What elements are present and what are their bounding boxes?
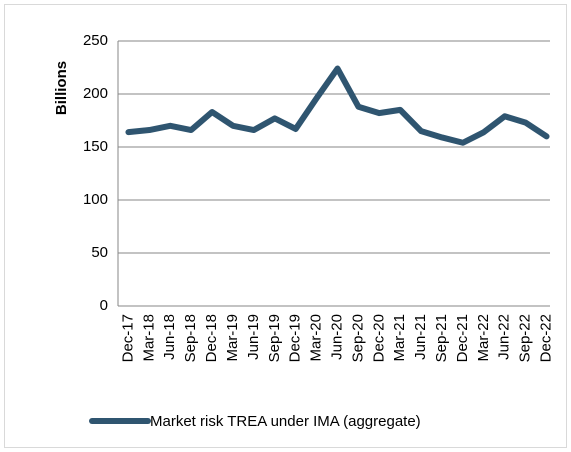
x-tick-label: Jun-21: [412, 314, 429, 360]
y-tick-label: 0: [100, 297, 108, 314]
series-line: [125, 65, 550, 146]
x-tick-label: Dec-17: [119, 314, 136, 362]
x-tick-label: Jun-22: [496, 314, 513, 360]
x-tick-label: Mar-22: [475, 314, 492, 362]
x-tick-label: Mar-19: [224, 314, 241, 362]
y-tick-label: 50: [91, 244, 108, 261]
x-tick-label: Jun-18: [161, 314, 178, 360]
x-tick-label: Jun-19: [245, 314, 262, 360]
y-tick-label: 250: [83, 32, 108, 49]
chart-border: [4, 4, 567, 448]
x-tick-label: Dec-21: [454, 314, 471, 362]
legend-label: Market risk TREA under IMA (aggregate): [150, 413, 421, 430]
x-tick-label: Jun-20: [328, 314, 345, 360]
x-tick-label: Mar-20: [308, 314, 325, 362]
y-tick-label: 100: [83, 191, 108, 208]
x-tick-label: Dec-22: [538, 314, 555, 362]
x-tick-label: Sep-20: [349, 314, 366, 362]
x-tick-label: Mar-21: [391, 314, 408, 362]
x-tick-label: Sep-22: [517, 314, 534, 362]
x-tick-label: Dec-20: [370, 314, 387, 362]
x-tick-label: Sep-19: [266, 314, 283, 362]
x-tick-label: Dec-19: [287, 314, 304, 362]
x-tick-label: Sep-18: [182, 314, 199, 362]
x-tick-label: Dec-18: [203, 314, 220, 362]
x-tick-label: Mar-18: [140, 314, 157, 362]
y-tick-label: 150: [83, 138, 108, 155]
y-tick-label: 200: [83, 85, 108, 102]
y-axis-label: Billions: [53, 61, 70, 115]
x-tick-label: Sep-21: [433, 314, 450, 362]
